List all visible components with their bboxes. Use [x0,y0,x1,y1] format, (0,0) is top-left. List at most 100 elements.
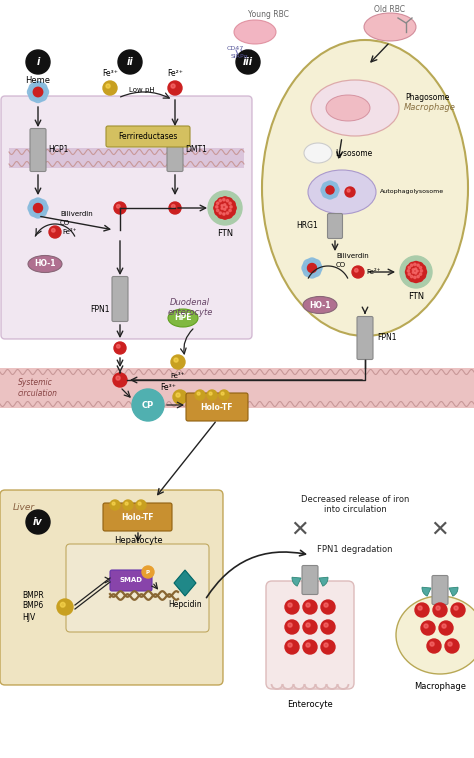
Ellipse shape [304,143,332,163]
Circle shape [117,345,120,348]
Text: HPE: HPE [174,314,192,322]
Circle shape [219,206,227,213]
Circle shape [412,274,420,283]
Circle shape [229,202,231,205]
Circle shape [219,203,227,210]
Circle shape [26,510,50,534]
Circle shape [218,210,226,218]
Circle shape [117,205,120,208]
Text: Decreased release of iron
into circulation: Decreased release of iron into circulati… [301,495,409,515]
Circle shape [195,390,205,400]
FancyBboxPatch shape [1,96,252,339]
Ellipse shape [28,255,62,272]
Circle shape [114,342,126,354]
Circle shape [415,274,423,282]
Circle shape [216,205,218,208]
Circle shape [410,275,413,277]
Text: HRG1: HRG1 [296,221,318,230]
Circle shape [442,624,446,628]
Text: Ferrireductases: Ferrireductases [118,132,178,141]
Ellipse shape [234,20,276,44]
Circle shape [217,202,219,205]
Circle shape [222,207,229,214]
Circle shape [225,210,233,218]
Circle shape [436,606,440,610]
Circle shape [197,392,200,395]
Circle shape [136,500,146,510]
Circle shape [419,273,422,275]
Circle shape [415,262,423,271]
Text: Liver: Liver [13,503,35,512]
Text: Heme: Heme [26,76,51,85]
Circle shape [410,270,418,277]
Circle shape [321,600,335,614]
Circle shape [303,640,317,654]
Text: Duodenal
enterocyte: Duodenal enterocyte [167,298,213,318]
Circle shape [114,202,126,214]
Circle shape [417,264,419,267]
Circle shape [418,265,426,273]
Circle shape [207,390,217,400]
Circle shape [125,502,128,505]
Text: Fe²⁺: Fe²⁺ [62,229,76,235]
Circle shape [113,373,127,387]
Circle shape [406,271,414,279]
FancyBboxPatch shape [103,503,172,531]
Text: P: P [146,569,150,575]
Circle shape [34,203,43,212]
Circle shape [226,212,228,215]
Circle shape [110,500,120,510]
Circle shape [326,186,334,194]
Circle shape [288,623,292,627]
Circle shape [352,266,364,278]
FancyBboxPatch shape [106,126,190,147]
Text: Old RBC: Old RBC [374,5,405,14]
Circle shape [400,256,432,288]
Text: Lysosome: Lysosome [335,149,372,158]
Wedge shape [449,587,458,596]
FancyBboxPatch shape [328,214,343,239]
Text: Young RBC: Young RBC [247,10,289,19]
Circle shape [29,199,39,209]
Circle shape [29,206,39,217]
Circle shape [33,92,43,102]
Text: Fe²⁺: Fe²⁺ [167,69,183,78]
Text: Macrophage: Macrophage [414,682,466,691]
Circle shape [229,209,231,211]
Circle shape [418,606,422,610]
Text: Biliverdin: Biliverdin [60,211,93,217]
Circle shape [219,212,221,215]
Text: i: i [36,57,40,67]
Circle shape [324,643,328,647]
Circle shape [412,271,414,274]
Ellipse shape [168,309,198,327]
Circle shape [307,268,317,278]
Circle shape [324,623,328,627]
Circle shape [236,50,260,74]
Circle shape [103,81,117,95]
Circle shape [221,197,229,205]
Circle shape [223,213,225,215]
Text: ✕: ✕ [291,520,310,540]
Circle shape [116,376,120,381]
Circle shape [413,266,420,274]
Text: BMP6: BMP6 [22,602,43,610]
Text: Fe³⁺: Fe³⁺ [102,69,118,78]
Circle shape [36,206,46,217]
Circle shape [322,183,331,191]
Circle shape [347,189,350,192]
FancyBboxPatch shape [302,565,318,594]
Circle shape [413,271,420,277]
Circle shape [215,200,223,208]
Circle shape [308,264,317,272]
Text: BMPR: BMPR [22,590,44,600]
Circle shape [142,566,154,578]
Circle shape [408,266,410,269]
Text: FTN: FTN [217,229,233,238]
Text: Fe³⁺: Fe³⁺ [160,384,176,393]
Circle shape [303,259,313,269]
Polygon shape [174,570,196,596]
Circle shape [227,208,235,215]
Circle shape [288,643,292,647]
Ellipse shape [303,296,337,314]
